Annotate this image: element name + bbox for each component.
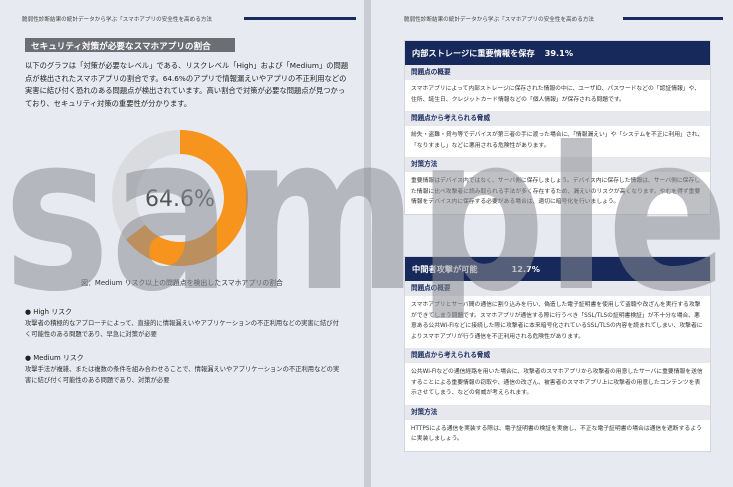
card-section-heading: 対策方法 bbox=[405, 157, 710, 172]
card-section-body: 重要情報はデバイス内ではなく、サーバ側に保存しましょう。デバイス内に保存した情報… bbox=[411, 178, 701, 205]
risk-description: 攻撃者の積極的なアプローチによって、直接的に情報漏えいやアプリケーションの不正利… bbox=[25, 320, 339, 338]
card-section-body: HTTPSによる通信を実装する際は、電子証明書の検証を実施し、不正な電子証明書の… bbox=[411, 425, 702, 443]
card-header: 内部ストレージに重要情報を保存 39.1% bbox=[405, 41, 710, 65]
left-page: 脆弱性診断結果の統計データから学ぶ「スマホアプリの安全性を高める方法 セキュリテ… bbox=[0, 0, 364, 487]
section-heading: セキュリティ対策が必要なスマホアプリの割合 bbox=[25, 38, 235, 52]
card-section-heading: 対策方法 bbox=[405, 404, 710, 420]
header-rule bbox=[244, 17, 356, 20]
donut-slice-detected bbox=[126, 130, 248, 266]
running-header-right: 脆弱性診断結果の統計データから学ぶ「スマホアプリの安全性を高める方法 bbox=[404, 15, 723, 23]
card-title: 内部ストレージに重要情報を保存 bbox=[412, 48, 535, 58]
risk-high: ● High リスク 攻撃者の積極的なアプローチによって、直接的に情報漏えいやア… bbox=[25, 306, 345, 340]
card-section-heading: 問題点の概要 bbox=[405, 281, 710, 296]
card-title: 中間者攻撃が可能 bbox=[412, 264, 478, 274]
running-header-text: 脆弱性診断結果の統計データから学ぶ「スマホアプリの安全性を高める方法 bbox=[404, 17, 595, 23]
donut-chart: 64.6% bbox=[112, 130, 248, 266]
card-percent: 12.7% bbox=[511, 264, 540, 274]
running-header-text: 脆弱性診断結果の統計データから学ぶ「スマホアプリの安全性を高める方法 bbox=[22, 17, 213, 23]
risk-title: ● High リスク bbox=[25, 308, 72, 316]
card-header: 中間者攻撃が可能 12.7% bbox=[405, 257, 710, 281]
card-section-heading: 問題点の概要 bbox=[405, 65, 710, 80]
card-internal-storage: 内部ストレージに重要情報を保存 39.1% 問題点の概要 スマホアプリによって内… bbox=[404, 40, 711, 215]
card-section-heading: 問題点から考えられる脅威 bbox=[405, 348, 710, 363]
intro-paragraph: 以下のグラフは「対策が必要なレベル」である、リスクレベル「High」および「Me… bbox=[25, 61, 349, 108]
card-section-body: 公共Wi-Fiなどの通信経路を用いた場合に、攻撃者のスマホアプリから攻撃者の用意… bbox=[411, 369, 703, 396]
card-percent: 39.1% bbox=[544, 48, 574, 58]
card-section-body: 紛失・盗難・貸与等でデバイスが第三者の手に渡った場合に、「情報漏えい」や「システ… bbox=[411, 132, 704, 149]
running-header-left: 脆弱性診断結果の統計データから学ぶ「スマホアプリの安全性を高める方法 bbox=[22, 15, 356, 23]
right-page: 脆弱性診断結果の統計データから学ぶ「スマホアプリの安全性を高める方法 内部ストレ… bbox=[371, 0, 733, 487]
risk-description: 攻撃手法が複雑、または複数の条件を組み合わせることで、情報漏えいやアプリケーショ… bbox=[25, 366, 340, 384]
header-rule bbox=[623, 17, 723, 20]
card-section-body: スマホアプリとサーバ間の通信に割り込みを行い、偽造した電子証明書を使用して盗聴や… bbox=[411, 302, 703, 340]
risk-title: ● Medium リスク bbox=[25, 354, 84, 362]
donut-center-label: 64.6% bbox=[145, 187, 215, 212]
figure-caption: 図：Medium リスク以上の問題点を検出したスマホアプリの割合 bbox=[81, 279, 283, 287]
card-section-body: スマホアプリによって内部ストレージに保存された情報の中に、ユーザID、パスワード… bbox=[411, 86, 701, 103]
card-section-heading: 問題点から考えられる脅威 bbox=[405, 111, 710, 126]
risk-medium: ● Medium リスク 攻撃手法が複雑、または複数の条件を組み合わせることで、… bbox=[25, 352, 345, 386]
card-mitm: 中間者攻撃が可能 12.7% 問題点の概要 スマホアプリとサーバ間の通信に割り込… bbox=[404, 256, 711, 452]
